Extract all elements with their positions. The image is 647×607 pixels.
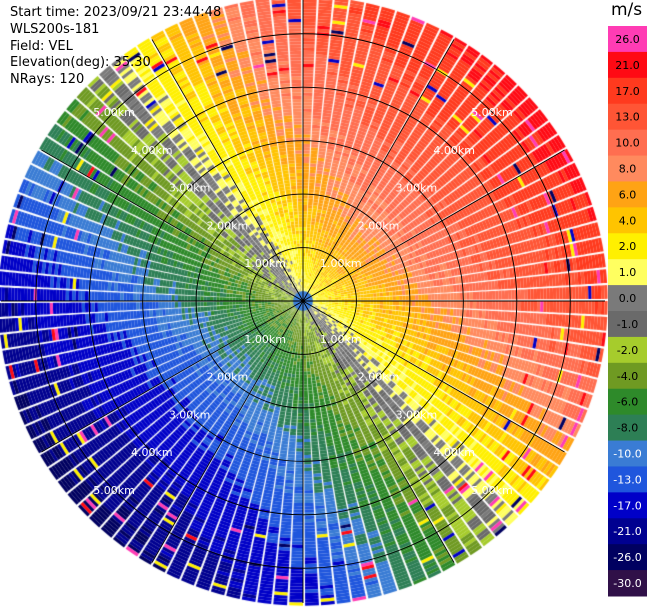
ring-label: 3.00km: [396, 182, 438, 195]
colorbar-label: 8.0: [619, 163, 637, 176]
colorbar-label: 6.0: [619, 188, 637, 201]
colorbar-swatch: [608, 51, 647, 79]
colorbar-swatch: [608, 336, 647, 364]
colorbar-swatch: [608, 466, 647, 493]
colorbar-swatch: [608, 207, 647, 234]
colorbar-swatch: [608, 259, 647, 286]
ring-label: 5.00km: [93, 106, 135, 119]
colorbar-swatch: [608, 233, 647, 260]
azimuth-spoke: [41, 149, 304, 302]
ring-label: 4.00km: [433, 446, 475, 459]
ring-label: 2.00km: [358, 219, 400, 232]
start-time-text: Start time: 2023/09/21 23:44:48: [10, 5, 222, 20]
colorbar-swatch: [608, 26, 647, 53]
field-text: Field: VEL: [10, 39, 73, 54]
ring-label: 3.00km: [169, 182, 211, 195]
nrays-text: NRays: 120: [10, 72, 85, 87]
colorbar-unit: m/s: [611, 0, 643, 20]
colorbar-swatch: [608, 103, 647, 131]
colorbar-label: -1.0: [617, 318, 638, 331]
colorbar-label: 4.0: [619, 214, 637, 227]
ring-label: 3.00km: [396, 408, 438, 421]
colorbar-swatch: [608, 440, 647, 467]
colorbar-swatch: [608, 181, 647, 208]
colorbar-label: 17.0: [615, 85, 640, 98]
ring-label: 4.00km: [131, 144, 173, 157]
ring-label: 2.00km: [358, 371, 400, 384]
ring-label: 3.00km: [169, 408, 211, 421]
colorbar-swatch: [608, 285, 647, 312]
colorbar-label: 0.0: [619, 292, 637, 305]
device-text: WLS200s-181: [10, 22, 100, 37]
colorbar-swatch: [608, 77, 647, 105]
azimuth-spoke: [41, 300, 304, 453]
ring-label: 2.00km: [207, 219, 249, 232]
ring-label: 1.00km: [244, 333, 286, 346]
colorbar-label: -8.0: [617, 422, 638, 435]
colorbar-swatch: [608, 362, 647, 390]
ring-label: 1.00km: [320, 257, 362, 270]
colorbar-swatch: [608, 311, 647, 338]
ring-label: 1.00km: [244, 257, 286, 270]
azimuth-spoke: [151, 300, 304, 563]
colorbar-swatch: [608, 129, 647, 157]
colorbar-label: -17.0: [613, 499, 641, 512]
colorbar-swatch: [608, 570, 647, 597]
azimuth-spoke: [151, 39, 304, 302]
ring-label: 5.00km: [93, 484, 135, 497]
colorbar-swatch: [608, 544, 647, 571]
colorbar-label: -30.0: [613, 577, 641, 590]
ring-label: 2.00km: [207, 371, 249, 384]
colorbar-label: 2.0: [619, 240, 637, 253]
colorbar-swatch: [608, 492, 647, 519]
colorbar-label: -2.0: [617, 344, 638, 357]
colorbar-label: -6.0: [617, 396, 638, 409]
colorbar-label: -26.0: [613, 551, 641, 564]
colorbar-swatch: [608, 518, 647, 545]
ring-label: 4.00km: [433, 144, 475, 157]
azimuth-spokes: [1, 0, 605, 603]
azimuth-spoke: [302, 149, 565, 302]
colorbar-label: -4.0: [617, 370, 638, 383]
ring-label: 1.00km: [320, 333, 362, 346]
ring-label: 4.00km: [131, 446, 173, 459]
azimuth-spoke: [302, 300, 565, 453]
colorbar: 26.0 21.0 17.0 13.0 10.0 8.0 6.0 4.0 2.0 1.0 0.0 -1…: [608, 26, 647, 597]
azimuth-spoke: [302, 300, 455, 563]
colorbar-label: -21.0: [613, 525, 641, 538]
colorbar-swatch: [608, 414, 647, 442]
colorbar-label: 10.0: [615, 137, 640, 150]
azimuth-spoke: [302, 39, 455, 302]
colorbar-label: 13.0: [615, 111, 640, 124]
ring-label: 5.00km: [471, 484, 513, 497]
colorbar-label: 21.0: [615, 59, 640, 72]
colorbar-label: -13.0: [613, 473, 641, 486]
ring-label: 5.00km: [471, 106, 513, 119]
colorbar-label: -10.0: [613, 448, 641, 461]
colorbar-label: 1.0: [619, 266, 637, 279]
colorbar-swatch: [608, 388, 647, 416]
colorbar-label: 26.0: [615, 33, 640, 46]
elevation-text: Elevation(deg): 35.30: [10, 55, 151, 70]
ring-labels: 1.00km 1.00km 1.00km 1.00km 2.00km 2.00km 2.00…: [93, 106, 513, 497]
colorbar-swatch: [608, 155, 647, 182]
